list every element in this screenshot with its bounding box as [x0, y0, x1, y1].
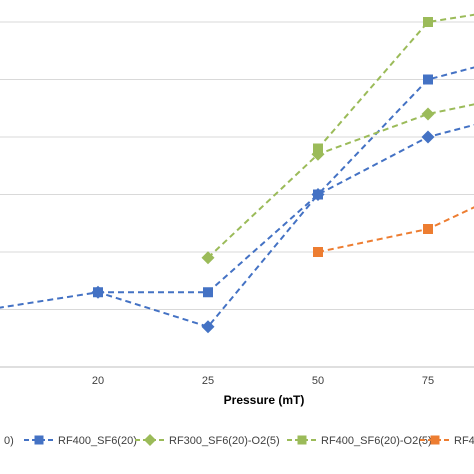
series-4 — [313, 13, 474, 154]
data-point — [313, 189, 323, 200]
legend-label: RF400_SF6(20)-O2(5) — [321, 435, 432, 447]
data-point — [423, 224, 433, 234]
x-tick-label: 50 — [312, 375, 324, 387]
series-3 — [201, 103, 474, 265]
x-tick-label: 25 — [202, 375, 214, 387]
data-point — [201, 320, 215, 334]
legend-item: 0) — [4, 435, 14, 447]
series-line — [0, 123, 474, 328]
data-point — [423, 74, 433, 85]
gridlines — [0, 21, 474, 368]
x-axis-ticks: 20 25 50 75 — [92, 375, 434, 387]
legend-label: RF400 — [454, 435, 474, 447]
data-point — [313, 247, 323, 257]
legend: 0) RF400_SF6(20) RF300_SF6(20)-O2(5) RF400_… — [4, 434, 474, 447]
legend-label: RF300_SF6(20)-O2(5) — [169, 435, 280, 447]
series-line — [98, 66, 474, 294]
legend-item: RF400_SF6(20) — [24, 435, 137, 447]
data-point — [421, 130, 435, 144]
data-point — [423, 17, 433, 27]
series-2 — [93, 66, 474, 298]
series-1 — [0, 123, 474, 334]
data-point — [34, 435, 44, 445]
data-point — [203, 287, 213, 298]
legend-label: RF400_SF6(20) — [58, 435, 137, 447]
data-point — [201, 251, 215, 265]
legend-item: RF400 — [420, 435, 474, 447]
data-point — [430, 435, 440, 445]
x-tick-label: 20 — [92, 375, 104, 387]
series-line — [317, 13, 474, 150]
data-point — [144, 434, 156, 446]
data-point — [297, 435, 307, 445]
data-point — [313, 143, 323, 154]
series-lines — [0, 13, 474, 334]
x-tick-label: 75 — [422, 375, 434, 387]
legend-item: RF300_SF6(20)-O2(5) — [135, 434, 280, 447]
series-line — [317, 206, 474, 253]
series-5 — [313, 206, 474, 257]
data-point — [93, 287, 103, 298]
legend-label: 0) — [4, 435, 14, 447]
x-axis-title: Pressure (mT) — [224, 393, 305, 407]
data-point — [421, 107, 435, 121]
series-line — [207, 103, 474, 259]
legend-item: RF400_SF6(20)-O2(5) — [287, 435, 432, 447]
